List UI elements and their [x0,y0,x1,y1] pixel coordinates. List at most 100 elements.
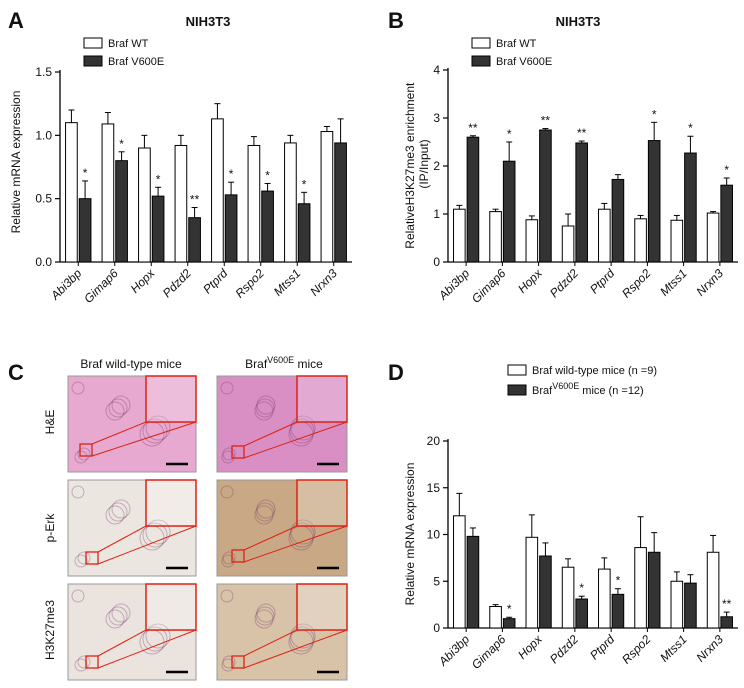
chart-b-significance: * [507,127,512,141]
micrograph-he-mut-image [216,375,348,473]
chart-a-significance: * [119,137,124,151]
micrograph-perk-wt-connector [97,525,147,553]
micrograph-perk-mut-texture [222,551,236,565]
chart-b-bar-mut [575,142,588,263]
panel-c: C Braf wild-type mice BrafV600E mice H&E… [8,355,348,681]
chart-b-category-label: Mtss1 [657,266,690,299]
chart-b-bar-mut [611,178,625,263]
micrograph-he-wt-connector [91,421,197,457]
chart-b-bar-mut [684,152,697,263]
chart-b-significance: ** [577,126,587,140]
panel-d: D Braf wild-type mice (n =9) BrafV600E m… [388,360,738,672]
chart-d-bar-mut [575,598,588,629]
chart-d-bar-wt [670,580,684,629]
chart-d-significance: * [579,581,584,595]
micrograph-perk-mut-texture [254,505,274,525]
micrograph-perk-wt-texture [74,554,88,568]
panel-b-ylabel-line2: (IP/Input) [417,139,431,188]
micrograph-h3-wt-texture [71,589,85,603]
micrograph-h3-mut-texture [220,589,234,603]
chart-d-bar-wt [453,515,466,629]
micrograph-perk-mut-selection [231,549,245,563]
chart-d-bar-mut [611,593,625,629]
panel-b-legend: Braf WT Braf V600E [471,37,552,68]
micrograph-perk-mut-connector [243,525,298,551]
legend-d-mut-prefix: Braf [532,385,553,397]
chart-a-significance: * [229,167,234,181]
chart-a-category-label: Ptprd [200,266,230,296]
legend-a-mut-swatch [83,55,103,67]
micrograph-perk-mut-texture [220,485,234,499]
chart-d-category-label: Pdzd2 [547,632,581,666]
micrograph-perk-wt-image [67,479,197,577]
micrograph-h3-wt-connector [97,629,197,669]
micrograph-h3-wt [67,583,197,681]
panel-letter-b: B [388,8,404,33]
chart-b-ytick-label: 3 [433,111,440,125]
micrograph-h3-wt-texture [74,658,88,672]
chart-d-bar-mut [720,616,733,629]
panel-a: A NIH3T3 Braf WT Braf V600E Relative mRN… [8,8,352,306]
micrograph-perk-wt-texture [105,505,125,525]
chart-a-category-label: Rspo2 [232,266,267,301]
micrograph-he-wt-selection [79,443,93,457]
micrograph-he-mut-texture [255,398,275,418]
chart-b-category-label: Pdzd2 [547,266,581,300]
micrograph-h3-wt-image [67,583,197,681]
chart-d-bar-mut [466,535,480,629]
chart-b-bar-wt [670,219,684,263]
legend-b-wt-swatch [471,37,491,49]
chart-b-bar-mut [539,129,552,263]
chart-a-category-label: Abi3bp [47,266,84,303]
panel-c-col-mut: BrafV600E mice [245,355,323,371]
chart-d-bar-mut [539,555,552,629]
micrograph-perk-mut [216,479,348,577]
chart-a-bar-wt [138,147,151,263]
micrograph-he-mut-texture [289,418,315,444]
chart-b-bar-wt [598,208,611,263]
legend-a-wt-swatch [83,37,103,49]
chart-a-ytick-label: 0.0 [35,255,52,269]
micrograph-he-wt-texture [77,447,91,461]
chart-b-category-label: Ptprd [587,266,617,296]
panel-a-legend: Braf WT Braf V600E [83,37,164,68]
micrograph-h3-mut-texture [255,606,275,626]
row-label-perk: p-Erk [43,513,57,543]
chart-b-category-label: Rspo2 [619,266,654,301]
chart-b-bar-mut [466,136,480,263]
legend-d-mut-suffix: mice (n =12) [579,385,644,397]
panel-b-title: NIH3T3 [556,14,601,29]
chart-d-ytick-label: 10 [427,528,441,542]
micrograph-h3-mut-image [216,583,348,681]
chart-b-bar-wt [561,225,575,263]
chart-b-bar-wt [489,211,502,263]
chart-b-significance: * [724,163,729,177]
chart-b-category-label: Gimap6 [469,266,509,306]
row-label-h3k27me3: H3K27me3 [43,600,57,660]
micrograph-perk-wt-texture [108,502,128,522]
micrograph-perk-wt-selection [85,551,99,565]
chart-d-category-label: Ptprd [587,632,617,662]
micrograph-h3-wt-selection [85,655,99,669]
chart-d-bar-mut [647,551,661,629]
micrograph-perk-wt-texture [77,551,91,565]
micrograph-h3-mut-texture [254,609,274,629]
chart-a-bar-mut [261,190,274,263]
panel-c-col-wt: Braf wild-type mice [80,357,182,371]
chart-a-bar-mut [115,160,128,263]
chart-a-bar-mut [297,203,311,263]
micrograph-h3-wt-texture [111,603,131,623]
chart-a-bar-wt [65,122,78,263]
micrograph-perk-mut-texture [256,499,276,519]
chart-a-bar-mut [151,195,165,263]
legend-d-mut-sup: V600E [552,381,579,391]
panel-d-plot: 0 5 10 15 20 Abi3bp * Gimap6 Hopx * Pdzd2 * Ptprd Rsp… [427,434,738,672]
chart-a-category-label: Gimap6 [81,266,121,306]
chart-a-bar-wt [247,144,261,263]
micrograph-perk-wt [67,479,197,577]
chart-d-bar-wt [489,605,502,629]
chart-d-ytick-label: 20 [427,434,441,448]
micrograph-h3-mut-inset [296,583,348,631]
chart-d-bar-wt [598,568,611,629]
